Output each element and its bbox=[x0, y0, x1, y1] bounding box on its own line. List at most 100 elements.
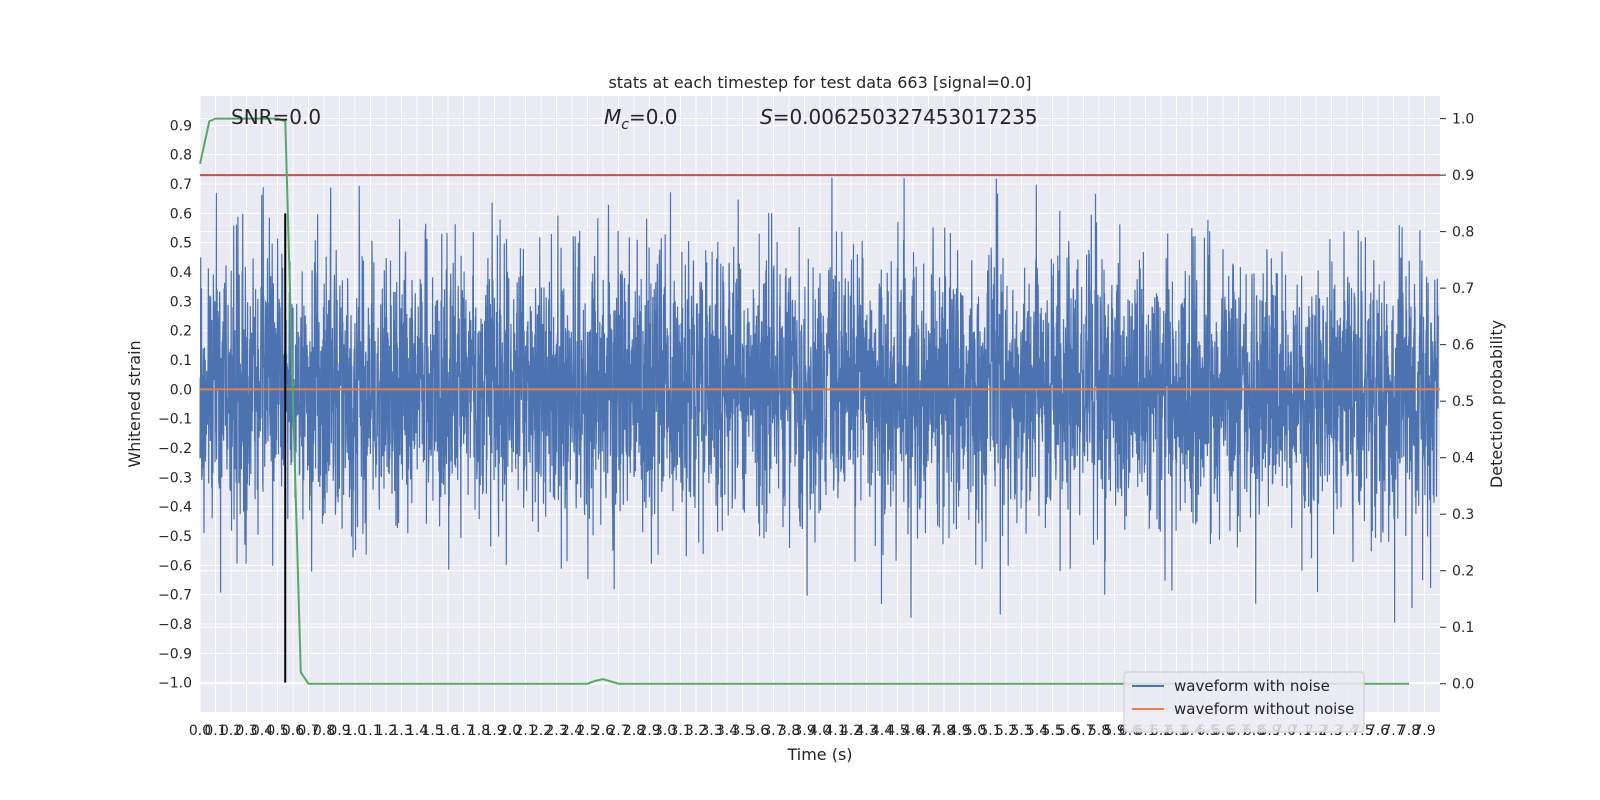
x-tick-label: 3.5 bbox=[731, 723, 753, 739]
right-y-axis-label: Detection probability bbox=[1487, 320, 1506, 488]
left-y-tick-label: 0.5 bbox=[170, 236, 192, 252]
left-y-tick-label: 0.6 bbox=[170, 206, 192, 222]
left-y-tick-label: 0.9 bbox=[170, 118, 192, 134]
x-tick-label: 5.7 bbox=[1072, 723, 1094, 739]
s-annotation: S=0.006250327453017235 bbox=[760, 105, 1038, 129]
x-tick-label: 5.5 bbox=[1041, 723, 1063, 739]
chirp-mass-annotation: Mc=0.0 bbox=[604, 105, 678, 133]
right-y-tick-label: 0.1 bbox=[1452, 620, 1474, 636]
x-tick-label: 2.4 bbox=[561, 723, 583, 739]
x-tick-label: 5.2 bbox=[995, 723, 1017, 739]
left-y-ticks: 0.9 0.8 0.7 0.6 0.5 0.4 0.3 0.2 0.1 0.0 −0.1 −0.2 −0… bbox=[158, 118, 192, 691]
x-tick-label: 7.8 bbox=[1398, 723, 1420, 739]
x-tick-label: 4.1 bbox=[824, 723, 846, 739]
snr-annotation: SNR=0.0 bbox=[231, 105, 321, 129]
x-tick-label: 3.9 bbox=[793, 723, 815, 739]
left-y-tick-label: −0.8 bbox=[158, 617, 192, 633]
x-tick-label: 5.1 bbox=[979, 723, 1001, 739]
x-tick-label: 2.2 bbox=[530, 723, 552, 739]
right-y-tick-label: 0.0 bbox=[1452, 677, 1474, 693]
x-tick-label: 5.8 bbox=[1088, 723, 1110, 739]
right-y-tick-label: 0.2 bbox=[1452, 564, 1474, 580]
left-y-tick-label: −0.6 bbox=[158, 558, 192, 574]
x-tick-label: 4.2 bbox=[840, 723, 862, 739]
left-y-tick-label: −1.0 bbox=[158, 676, 192, 692]
x-tick-label: 4.6 bbox=[902, 723, 924, 739]
x-tick-label: 1.0 bbox=[344, 723, 366, 739]
x-tick-label: 1.6 bbox=[437, 723, 459, 739]
x-tick-label: 1.5 bbox=[421, 723, 443, 739]
right-y-tick-label: 0.7 bbox=[1452, 281, 1474, 297]
x-tick-label: 1.4 bbox=[406, 723, 428, 739]
x-tick-label: 1.8 bbox=[468, 723, 490, 739]
x-tick-label: 5.0 bbox=[964, 723, 986, 739]
x-tick-label: 4.5 bbox=[886, 723, 908, 739]
legend-label-noise: waveform with noise bbox=[1174, 677, 1330, 695]
x-tick-label: 0.6 bbox=[282, 723, 304, 739]
x-tick-label: 0.0 bbox=[189, 723, 211, 739]
x-tick-label: 7.6 bbox=[1367, 723, 1389, 739]
x-tick-label: 0.5 bbox=[266, 723, 288, 739]
x-tick-label: 2.5 bbox=[576, 723, 598, 739]
x-tick-label: 7.7 bbox=[1382, 723, 1404, 739]
x-axis-label: Time (s) bbox=[786, 745, 852, 764]
left-y-tick-label: −0.1 bbox=[158, 412, 192, 428]
x-tick-label: 1.3 bbox=[390, 723, 412, 739]
x-tick-label: 2.6 bbox=[592, 723, 614, 739]
x-tick-label: 3.0 bbox=[654, 723, 676, 739]
x-tick-label: 0.2 bbox=[220, 723, 242, 739]
series-waveform-with-noise bbox=[199, 177, 1439, 623]
left-y-axis-label: Whitened strain bbox=[125, 340, 144, 467]
x-tick-label: 4.8 bbox=[933, 723, 955, 739]
left-y-tick-label: 0.4 bbox=[170, 265, 192, 281]
x-tick-label: 5.9 bbox=[1103, 723, 1125, 739]
right-y-tick-label: 0.3 bbox=[1452, 507, 1474, 523]
x-tick-label: 1.9 bbox=[483, 723, 505, 739]
x-tick-label: 7.9 bbox=[1413, 723, 1435, 739]
left-y-tick-label: 0.3 bbox=[170, 294, 192, 310]
x-tick-label: 2.1 bbox=[514, 723, 536, 739]
left-y-tick-label: 0.0 bbox=[170, 382, 192, 398]
x-tick-label: 3.8 bbox=[778, 723, 800, 739]
left-y-tick-label: −0.2 bbox=[158, 441, 192, 457]
x-tick-label: 4.9 bbox=[948, 723, 970, 739]
right-y-tick-label: 0.8 bbox=[1452, 225, 1474, 241]
x-tick-label: 5.3 bbox=[1010, 723, 1032, 739]
x-tick-label: 0.1 bbox=[204, 723, 226, 739]
left-y-tick-label: −0.7 bbox=[158, 588, 192, 604]
right-y-tick-label: 0.4 bbox=[1452, 451, 1474, 467]
right-y-tick-label: 0.9 bbox=[1452, 168, 1474, 184]
left-y-tick-label: −0.5 bbox=[158, 529, 192, 545]
left-y-tick-label: −0.9 bbox=[158, 646, 192, 662]
legend-box bbox=[1123, 671, 1365, 733]
x-tick-label: 2.0 bbox=[499, 723, 521, 739]
left-y-tick-label: −0.4 bbox=[158, 500, 192, 516]
series-detection-probability bbox=[199, 117, 1409, 685]
left-y-tick-label: 0.2 bbox=[170, 324, 192, 340]
right-y-tick-label: 0.5 bbox=[1452, 394, 1474, 410]
x-tick-label: 0.4 bbox=[251, 723, 273, 739]
x-tick-label: 1.2 bbox=[375, 723, 397, 739]
x-tick-label: 2.9 bbox=[638, 723, 660, 739]
x-tick-label: 3.7 bbox=[762, 723, 784, 739]
x-tick-label: 3.1 bbox=[669, 723, 691, 739]
x-tick-label: 2.3 bbox=[545, 723, 567, 739]
x-tick-label: 4.3 bbox=[855, 723, 877, 739]
x-tick-label: 4.0 bbox=[809, 723, 831, 739]
x-tick-label: 3.4 bbox=[716, 723, 738, 739]
left-y-tick-label: −0.3 bbox=[158, 470, 192, 486]
left-y-tick-label: 0.7 bbox=[170, 177, 192, 193]
x-tick-label: 2.7 bbox=[607, 723, 629, 739]
x-tick-label: 1.7 bbox=[452, 723, 474, 739]
legend: waveform with noise waveform without noi… bbox=[1123, 671, 1365, 733]
x-tick-label: 3.6 bbox=[747, 723, 769, 739]
x-tick-label: 5.6 bbox=[1057, 723, 1079, 739]
left-y-tick-label: 0.8 bbox=[170, 148, 192, 164]
x-tick-label: 3.3 bbox=[700, 723, 722, 739]
left-y-tick-label: 0.1 bbox=[170, 353, 192, 369]
x-tick-label: 4.4 bbox=[871, 723, 893, 739]
right-y-ticks: 1.0 0.9 0.8 0.7 0.6 0.5 0.4 0.3 0.2 0.1 0.0 bbox=[1440, 112, 1474, 693]
right-y-tick-label: 0.6 bbox=[1452, 338, 1474, 354]
x-tick-label: 0.3 bbox=[235, 723, 257, 739]
